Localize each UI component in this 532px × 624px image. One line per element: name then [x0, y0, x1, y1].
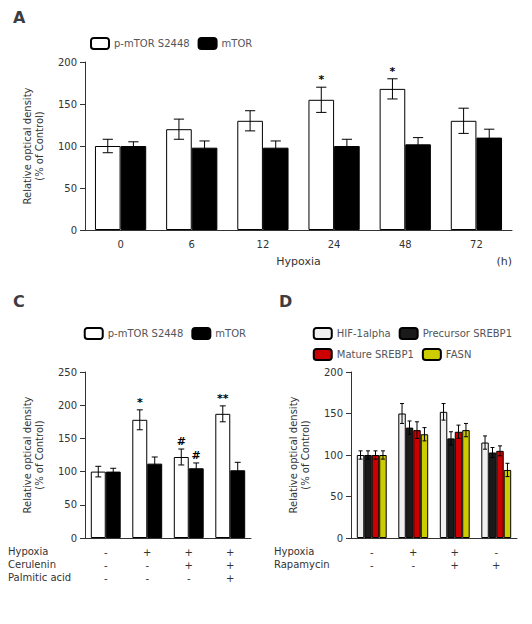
- svg-text:72: 72: [470, 239, 483, 250]
- svg-text:150: 150: [58, 99, 77, 110]
- svg-text:6: 6: [189, 239, 195, 250]
- svg-text:50: 50: [330, 491, 343, 502]
- svg-text:48: 48: [399, 239, 412, 250]
- svg-text:FASN: FASN: [446, 349, 472, 360]
- svg-text:Relative optical density: Relative optical density: [288, 396, 299, 513]
- svg-text:200: 200: [58, 57, 77, 68]
- svg-text:Relative optical density: Relative optical density: [22, 396, 33, 513]
- svg-text:D: D: [279, 292, 292, 311]
- svg-text:#: #: [192, 449, 201, 462]
- svg-text:+: +: [143, 547, 151, 558]
- svg-text:+: +: [226, 547, 234, 558]
- svg-text:Hypoxia: Hypoxia: [8, 546, 48, 557]
- svg-text:Palmitic acid: Palmitic acid: [8, 572, 71, 583]
- svg-text:**: **: [217, 392, 229, 405]
- svg-text:(h): (h): [496, 255, 512, 268]
- svg-text:-: -: [104, 560, 108, 571]
- svg-text:0: 0: [117, 239, 123, 250]
- svg-text:Hypoxia: Hypoxia: [276, 255, 320, 268]
- svg-text:HIF-1alpha: HIF-1alpha: [337, 328, 391, 339]
- svg-text:200: 200: [324, 367, 343, 378]
- svg-text:+: +: [492, 560, 500, 571]
- svg-text:+: +: [409, 547, 417, 558]
- svg-text:24: 24: [328, 239, 341, 250]
- svg-text:Relative optical density: Relative optical density: [22, 87, 33, 204]
- svg-text:0: 0: [71, 225, 77, 236]
- svg-text:p-mTOR S2448: p-mTOR S2448: [114, 38, 190, 49]
- svg-text:mTOR: mTOR: [215, 328, 246, 339]
- svg-text:#: #: [177, 435, 186, 448]
- svg-text:(% of Control): (% of Control): [300, 420, 311, 490]
- svg-text:+: +: [226, 560, 234, 571]
- svg-text:+: +: [185, 560, 193, 571]
- svg-text:(% of Control): (% of Control): [34, 420, 45, 490]
- svg-text:-: -: [145, 573, 149, 584]
- svg-text:*: *: [137, 396, 143, 409]
- svg-text:A: A: [13, 8, 26, 27]
- svg-text:0: 0: [71, 533, 77, 544]
- svg-text:12: 12: [257, 239, 270, 250]
- svg-text:100: 100: [58, 141, 77, 152]
- svg-text:-: -: [104, 573, 108, 584]
- svg-text:100: 100: [58, 466, 77, 477]
- svg-text:250: 250: [58, 367, 77, 378]
- svg-text:*: *: [318, 73, 324, 86]
- svg-text:-: -: [370, 560, 374, 571]
- svg-text:+: +: [185, 547, 193, 558]
- svg-text:-: -: [370, 547, 374, 558]
- svg-text:Rapamycin: Rapamycin: [274, 559, 330, 570]
- svg-text:-: -: [494, 547, 498, 558]
- svg-text:C: C: [13, 292, 25, 311]
- svg-text:50: 50: [64, 183, 77, 194]
- svg-text:150: 150: [58, 433, 77, 444]
- svg-text:*: *: [390, 65, 396, 78]
- svg-text:-: -: [104, 547, 108, 558]
- svg-text:Precursor SREBP1: Precursor SREBP1: [423, 328, 512, 339]
- svg-text:Hypoxia: Hypoxia: [274, 546, 314, 557]
- svg-text:+: +: [226, 573, 234, 584]
- svg-text:Cerulenin: Cerulenin: [8, 559, 56, 570]
- svg-text:+: +: [451, 560, 459, 571]
- svg-text:(% of Control): (% of Control): [34, 111, 45, 181]
- svg-text:100: 100: [324, 450, 343, 461]
- svg-text:0: 0: [337, 533, 343, 544]
- svg-text:+: +: [451, 547, 459, 558]
- svg-text:mTOR: mTOR: [222, 38, 253, 49]
- svg-text:200: 200: [58, 400, 77, 411]
- svg-text:p-mTOR S2448: p-mTOR S2448: [108, 328, 184, 339]
- svg-text:-: -: [187, 573, 191, 584]
- svg-text:50: 50: [64, 499, 77, 510]
- svg-text:-: -: [411, 560, 415, 571]
- svg-text:-: -: [145, 560, 149, 571]
- svg-text:150: 150: [324, 408, 343, 419]
- svg-text:Mature SREBP1: Mature SREBP1: [337, 349, 414, 360]
